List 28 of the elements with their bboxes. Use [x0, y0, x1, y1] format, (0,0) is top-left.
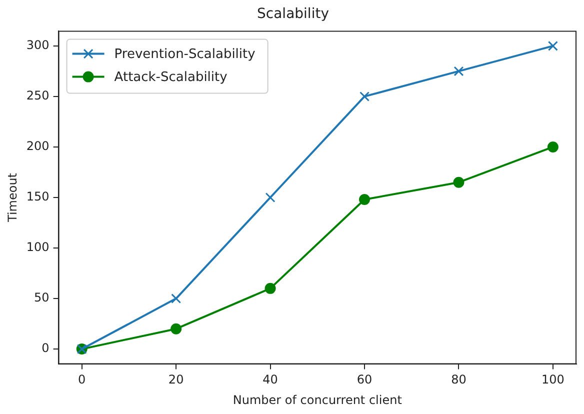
x-tick-label: 60 [356, 372, 372, 387]
x-axis-title: Number of concurrent client [232, 392, 402, 407]
point [265, 192, 276, 202]
legend-label: Prevention-Scalability [114, 47, 256, 62]
y-tick-label: 250 [26, 88, 50, 103]
point [454, 66, 464, 76]
x-tick-label: 40 [262, 372, 278, 387]
x-tick-label: 80 [451, 372, 466, 387]
point [547, 141, 558, 152]
x-tick-label: 0 [78, 372, 86, 387]
y-tick-label: 150 [26, 190, 50, 204]
y-tick-label: 0 [42, 341, 50, 356]
y-tick-label: 100 [26, 240, 50, 254]
y-tick-label: 50 [34, 290, 50, 305]
y-tick-label: 200 [26, 139, 50, 154]
x-tick-label: 20 [168, 372, 184, 387]
point [264, 282, 276, 294]
y-tick-label: 300 [26, 38, 50, 52]
chart-title: Scalability [257, 6, 329, 22]
point [360, 91, 370, 102]
point [170, 323, 182, 334]
point [548, 40, 558, 51]
y-axis-title: Timeout [5, 172, 20, 224]
point [359, 194, 370, 206]
point [171, 294, 182, 304]
legend-label: Attack-Scalability [114, 70, 228, 86]
point [453, 176, 464, 188]
x-tick-label: 100 [541, 372, 564, 387]
